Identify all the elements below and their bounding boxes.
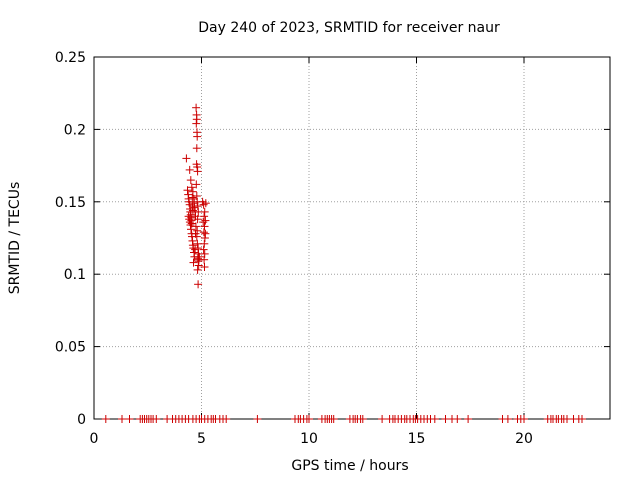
data-point	[193, 167, 202, 176]
data-point	[200, 255, 209, 264]
y-tick-label: 0.05	[55, 340, 86, 356]
y-tick-label: 0.15	[55, 195, 86, 211]
x-tick-label: 5	[197, 431, 206, 447]
x-tick-label: 10	[300, 431, 318, 447]
data-point	[189, 258, 198, 267]
data-point	[185, 165, 194, 174]
data-point	[464, 415, 473, 423]
data-point	[187, 219, 196, 228]
data-point	[378, 415, 387, 423]
data-point	[193, 239, 202, 248]
data-point	[329, 415, 338, 423]
data-point	[192, 144, 201, 153]
data-point	[520, 415, 528, 423]
data-point	[200, 239, 209, 248]
y-tick-label: 0.25	[55, 50, 86, 66]
data-point	[183, 186, 192, 195]
data-point	[193, 215, 202, 224]
data-point	[125, 415, 134, 423]
tick-labels: 0 0.05 0.1 0.15 0.2 0.25 0 5 10 15 20	[55, 50, 533, 447]
data-point	[453, 415, 462, 423]
data-point	[430, 415, 439, 423]
y-tick-label: 0.1	[64, 267, 86, 283]
y-axis-label: SRMTID / TECUs	[7, 182, 23, 295]
data-point	[193, 132, 202, 141]
data-point	[152, 415, 161, 423]
data-point	[358, 415, 367, 423]
data-point	[201, 216, 210, 225]
data-point	[194, 280, 203, 289]
x-tick-label: 15	[408, 431, 426, 447]
data-point	[188, 193, 197, 202]
data-point	[201, 229, 210, 238]
data-point	[199, 245, 208, 254]
data-point	[192, 180, 201, 189]
data-point	[253, 415, 262, 423]
data-point	[182, 154, 191, 163]
data-point	[201, 199, 210, 208]
y-tick-label: 0.2	[64, 122, 86, 138]
data-point	[118, 415, 126, 423]
data-point	[222, 415, 231, 423]
data-point	[195, 252, 204, 261]
data-point	[188, 187, 197, 196]
data-point	[200, 222, 209, 231]
x-tick-label: 0	[90, 431, 99, 447]
data-point	[187, 183, 196, 192]
chart-title: Day 240 of 2023, SRMTID for receiver nau…	[198, 20, 500, 36]
y-tick-label: 0	[77, 412, 86, 428]
data-point	[101, 415, 110, 423]
data-points	[101, 103, 586, 423]
data-point	[187, 225, 195, 234]
x-axis-label: GPS time / hours	[291, 458, 408, 474]
data-point	[200, 207, 209, 216]
data-point	[200, 263, 209, 271]
data-point	[578, 415, 586, 423]
data-point	[192, 232, 201, 241]
data-point	[191, 222, 200, 231]
data-point	[186, 176, 195, 185]
data-point	[503, 415, 512, 423]
data-point	[192, 119, 201, 128]
data-point	[305, 415, 313, 423]
x-tick-label: 20	[515, 431, 533, 447]
data-point	[200, 212, 209, 221]
data-point	[200, 249, 209, 258]
data-point	[193, 265, 202, 274]
data-point	[192, 103, 201, 112]
data-point	[199, 228, 208, 237]
